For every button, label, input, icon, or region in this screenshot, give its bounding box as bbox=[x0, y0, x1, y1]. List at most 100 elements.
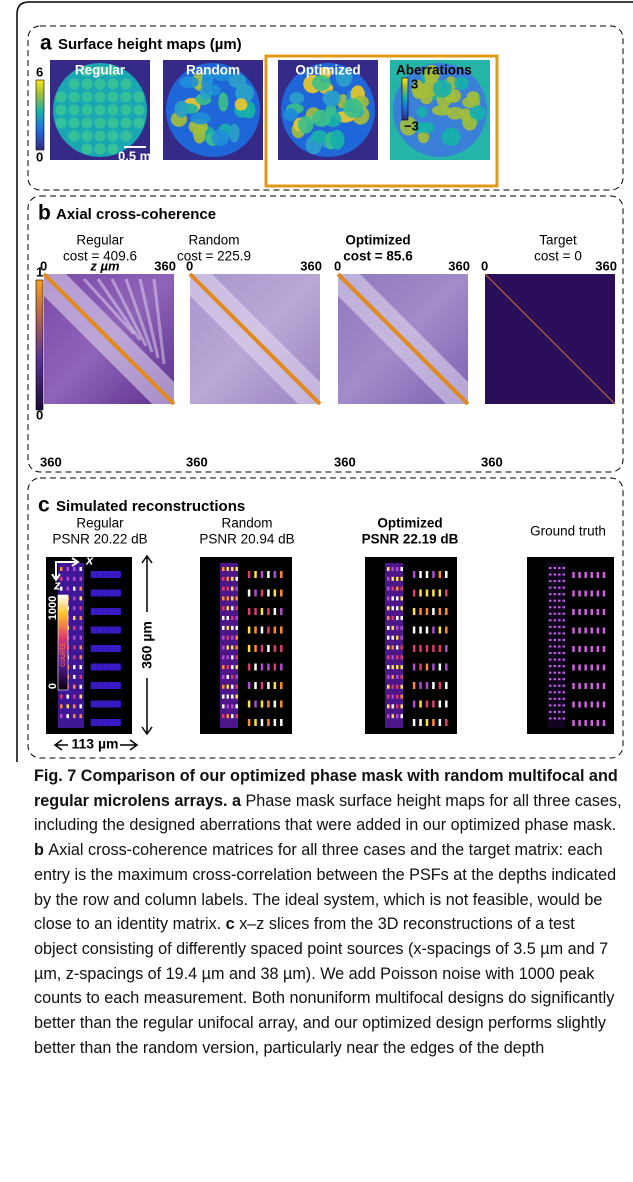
dense-point bbox=[562, 606, 565, 609]
dense-point bbox=[549, 586, 552, 589]
dense-point bbox=[66, 694, 69, 699]
dense-point bbox=[235, 625, 238, 630]
dense-point bbox=[73, 606, 76, 611]
sparse-point bbox=[590, 720, 594, 726]
axis-bottom: 360 bbox=[40, 454, 62, 469]
dense-point bbox=[549, 567, 552, 569]
dense-point bbox=[387, 576, 390, 581]
lenslet bbox=[81, 78, 93, 90]
dense-point bbox=[226, 586, 229, 591]
sparse-point bbox=[260, 682, 264, 689]
axis-start: 0 bbox=[40, 258, 47, 273]
dense-point bbox=[387, 655, 390, 660]
sparse-point bbox=[114, 663, 121, 671]
dense-point bbox=[235, 694, 238, 699]
colorbar bbox=[35, 79, 45, 151]
sparse-point bbox=[578, 646, 581, 652]
dense-point bbox=[562, 593, 565, 596]
dense-point bbox=[235, 616, 238, 621]
dense-point bbox=[66, 586, 69, 591]
sparse-point bbox=[90, 645, 97, 652]
lenslet bbox=[179, 76, 199, 89]
sparse-point bbox=[280, 682, 283, 689]
sparse-point bbox=[267, 645, 270, 652]
dense-point bbox=[562, 665, 565, 668]
dense-point bbox=[553, 586, 556, 589]
sparse-point bbox=[584, 720, 587, 726]
dense-point bbox=[66, 704, 69, 709]
dense-point bbox=[396, 606, 399, 611]
lenslet bbox=[120, 130, 132, 142]
dense-point bbox=[558, 717, 561, 720]
dense-point bbox=[79, 694, 82, 699]
dense-point bbox=[562, 580, 565, 583]
lenslet bbox=[94, 65, 106, 77]
dense-point bbox=[396, 616, 399, 621]
sparse-point bbox=[254, 626, 257, 634]
lenslet bbox=[68, 130, 80, 142]
dense-point bbox=[387, 684, 390, 689]
sparse-point bbox=[90, 608, 97, 615]
dense-point bbox=[73, 567, 76, 571]
dense-point bbox=[231, 655, 234, 660]
sparse-point bbox=[419, 700, 422, 708]
lenslet bbox=[120, 104, 132, 116]
lenslet bbox=[432, 105, 451, 116]
panel-label: b bbox=[38, 202, 51, 225]
dense-point bbox=[231, 704, 234, 709]
sparse-point bbox=[108, 719, 115, 726]
figure: a Surface height maps (µm) 6 0 Regular Ra… bbox=[16, 1, 633, 762]
diagonal bbox=[42, 272, 176, 406]
sparse-point bbox=[254, 608, 257, 615]
sparse-point bbox=[602, 720, 606, 726]
dense-point bbox=[396, 684, 399, 689]
panel-title: Simulated reconstructions bbox=[56, 498, 245, 515]
dense-point bbox=[558, 593, 561, 596]
sparse-point bbox=[267, 682, 270, 689]
dense-point bbox=[553, 612, 556, 615]
dense-point bbox=[558, 710, 561, 713]
matrix-name: Target bbox=[539, 233, 577, 248]
dense-point bbox=[387, 645, 390, 650]
sparse-point bbox=[590, 590, 594, 597]
image bbox=[365, 557, 457, 734]
dense-point bbox=[562, 599, 565, 602]
dense-point bbox=[562, 645, 565, 648]
sparse-point bbox=[102, 626, 109, 634]
dense-point bbox=[226, 714, 229, 719]
sparse-point bbox=[572, 572, 575, 578]
sparse-point bbox=[596, 720, 600, 726]
lenslet bbox=[55, 91, 67, 103]
dense-point bbox=[73, 576, 76, 581]
dense-point bbox=[558, 645, 561, 648]
lenslet bbox=[329, 129, 345, 150]
dense-point bbox=[558, 612, 561, 615]
dense-point bbox=[391, 684, 394, 689]
streak bbox=[96, 278, 142, 341]
panel-label: c bbox=[38, 494, 50, 517]
dense-point bbox=[235, 635, 238, 640]
sparse-point bbox=[254, 682, 257, 689]
dense-point bbox=[79, 655, 82, 660]
lenslet bbox=[454, 76, 469, 90]
dense-point bbox=[558, 638, 561, 641]
dense-point bbox=[558, 586, 561, 589]
sparse-point bbox=[260, 719, 264, 726]
dense-point bbox=[73, 616, 76, 621]
image-name: Optimized bbox=[377, 516, 442, 531]
lenslet bbox=[229, 123, 240, 143]
lenslet bbox=[68, 104, 80, 116]
highlight-box bbox=[264, 54, 499, 188]
dense-point bbox=[235, 655, 238, 660]
sparse-point bbox=[445, 589, 448, 597]
dense-point bbox=[549, 599, 552, 602]
sparse-point bbox=[596, 609, 600, 615]
sparse-point bbox=[602, 646, 606, 652]
sparse-point bbox=[412, 719, 416, 726]
sparse-point bbox=[578, 627, 581, 634]
dense-point bbox=[231, 694, 234, 699]
sparse-point bbox=[96, 589, 103, 597]
dense-point bbox=[553, 691, 556, 694]
frame-line bbox=[16, 1, 633, 762]
